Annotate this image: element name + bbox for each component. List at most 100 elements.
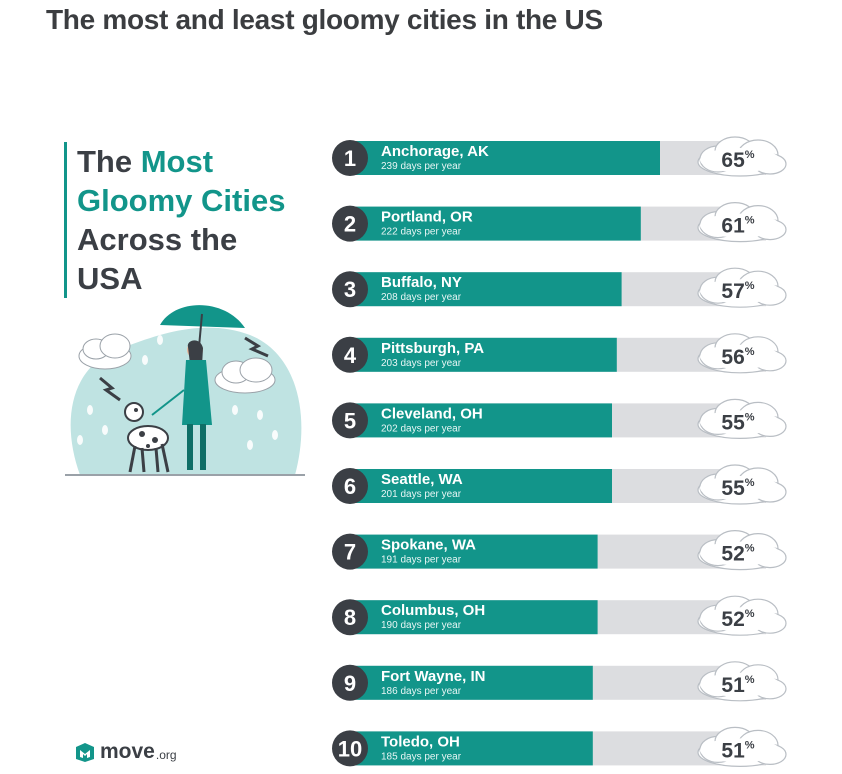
- brand-name: move: [100, 740, 155, 763]
- cloud-icon: [697, 530, 787, 571]
- days-label: 202 days per year: [381, 423, 462, 434]
- cloud-icon: [697, 595, 787, 636]
- bar: [348, 665, 593, 700]
- rank-label: 4: [344, 343, 357, 368]
- city-label: Fort Wayne, IN: [381, 668, 485, 685]
- cloud-fill: [700, 213, 780, 238]
- lightning-icon: [99, 376, 121, 402]
- rank-badge: [332, 271, 368, 308]
- days-label: 203 days per year: [381, 358, 462, 369]
- infographic-heading: The Most Gloomy Cities Across the USA: [64, 142, 327, 298]
- heading-line-across: Across the: [77, 222, 238, 257]
- walker-leg: [187, 424, 193, 470]
- cloud-fill: [700, 279, 780, 304]
- dog-leash: [151, 389, 185, 416]
- value-label: 57%: [721, 280, 754, 303]
- dog-spots: [134, 408, 158, 448]
- days-label: 201 days per year: [381, 489, 462, 500]
- cloud-icon: [697, 661, 787, 702]
- days-label: 186 days per year: [381, 686, 462, 697]
- walker-coat: [182, 360, 212, 425]
- city-label: Portland, OR: [381, 209, 473, 226]
- rank-badge: [332, 468, 368, 504]
- cloud-icon: [697, 398, 787, 439]
- heading-line-usa: USA: [77, 261, 143, 296]
- cloud-icon: [697, 267, 787, 308]
- rank-label: 9: [344, 671, 356, 696]
- value-label: 65%: [721, 149, 754, 172]
- city-label: Columbus, OH: [381, 602, 485, 619]
- bar: [348, 206, 641, 241]
- rank-label: 10: [338, 736, 362, 761]
- rank-badge: [332, 205, 368, 242]
- cloud-icon: [697, 726, 787, 768]
- bar: [348, 534, 598, 569]
- cloud-icon: [78, 333, 132, 370]
- bar: [348, 141, 660, 175]
- value-label: 56%: [721, 346, 754, 369]
- cloud-fill: [700, 672, 780, 697]
- heading-line-gloomy-cities: Gloomy Cities: [77, 183, 286, 218]
- value-label: 52%: [721, 543, 754, 566]
- lightning-icon: [244, 336, 269, 358]
- rank-badge: [332, 336, 368, 373]
- page-title: The most and least gloomy cities in the …: [46, 4, 603, 35]
- walker-hair: [187, 340, 203, 366]
- city-label: Cleveland, OH: [381, 405, 483, 422]
- days-label: 191 days per year: [381, 555, 462, 566]
- bar: [348, 337, 617, 372]
- city-label: Anchorage, AK: [381, 143, 489, 160]
- cloud-fill: [700, 541, 780, 566]
- rank-label: 8: [344, 605, 356, 630]
- rank-label: 6: [344, 474, 356, 499]
- city-label: Spokane, WA: [381, 537, 476, 554]
- heading-word-most: Most: [140, 144, 214, 179]
- rank-label: 7: [344, 540, 356, 565]
- dog-legs: [128, 443, 170, 473]
- cloud-icon: [697, 136, 787, 177]
- rank-label: 2: [344, 212, 356, 237]
- rank-badge: [332, 730, 368, 767]
- move-logo-icon: [76, 743, 94, 762]
- cloud-fill: [700, 607, 780, 632]
- days-label: 239 days per year: [381, 161, 462, 172]
- cloud-icon: [214, 357, 276, 394]
- bar: [348, 600, 598, 635]
- days-label: 208 days per year: [381, 292, 462, 303]
- days-label: 222 days per year: [381, 227, 462, 238]
- bar: [348, 731, 593, 766]
- cloud-fill: [700, 410, 780, 435]
- value-label: 51%: [721, 739, 754, 762]
- rank-badge: [332, 402, 368, 439]
- bar: [348, 469, 612, 503]
- value-label: 61%: [721, 215, 754, 238]
- rank-label: 3: [344, 277, 356, 302]
- days-label: 185 days per year: [381, 751, 462, 762]
- cloud-icon: [697, 333, 787, 374]
- rank-badge: [332, 599, 368, 636]
- dog-head: [124, 402, 144, 422]
- cloud-icon: [697, 201, 787, 243]
- heading-word-the: The: [77, 144, 141, 179]
- cloud-icon: [697, 464, 787, 505]
- cloud-fill: [700, 476, 780, 500]
- value-label: 55%: [721, 411, 754, 434]
- dog-body: [127, 425, 169, 451]
- value-label: 52%: [721, 608, 754, 631]
- brand-logo: move .org: [74, 740, 177, 764]
- value-label: 55%: [721, 477, 754, 500]
- brand-suffix: .org: [155, 748, 177, 762]
- rank-badge: [332, 664, 368, 701]
- rank-label: 5: [344, 408, 356, 433]
